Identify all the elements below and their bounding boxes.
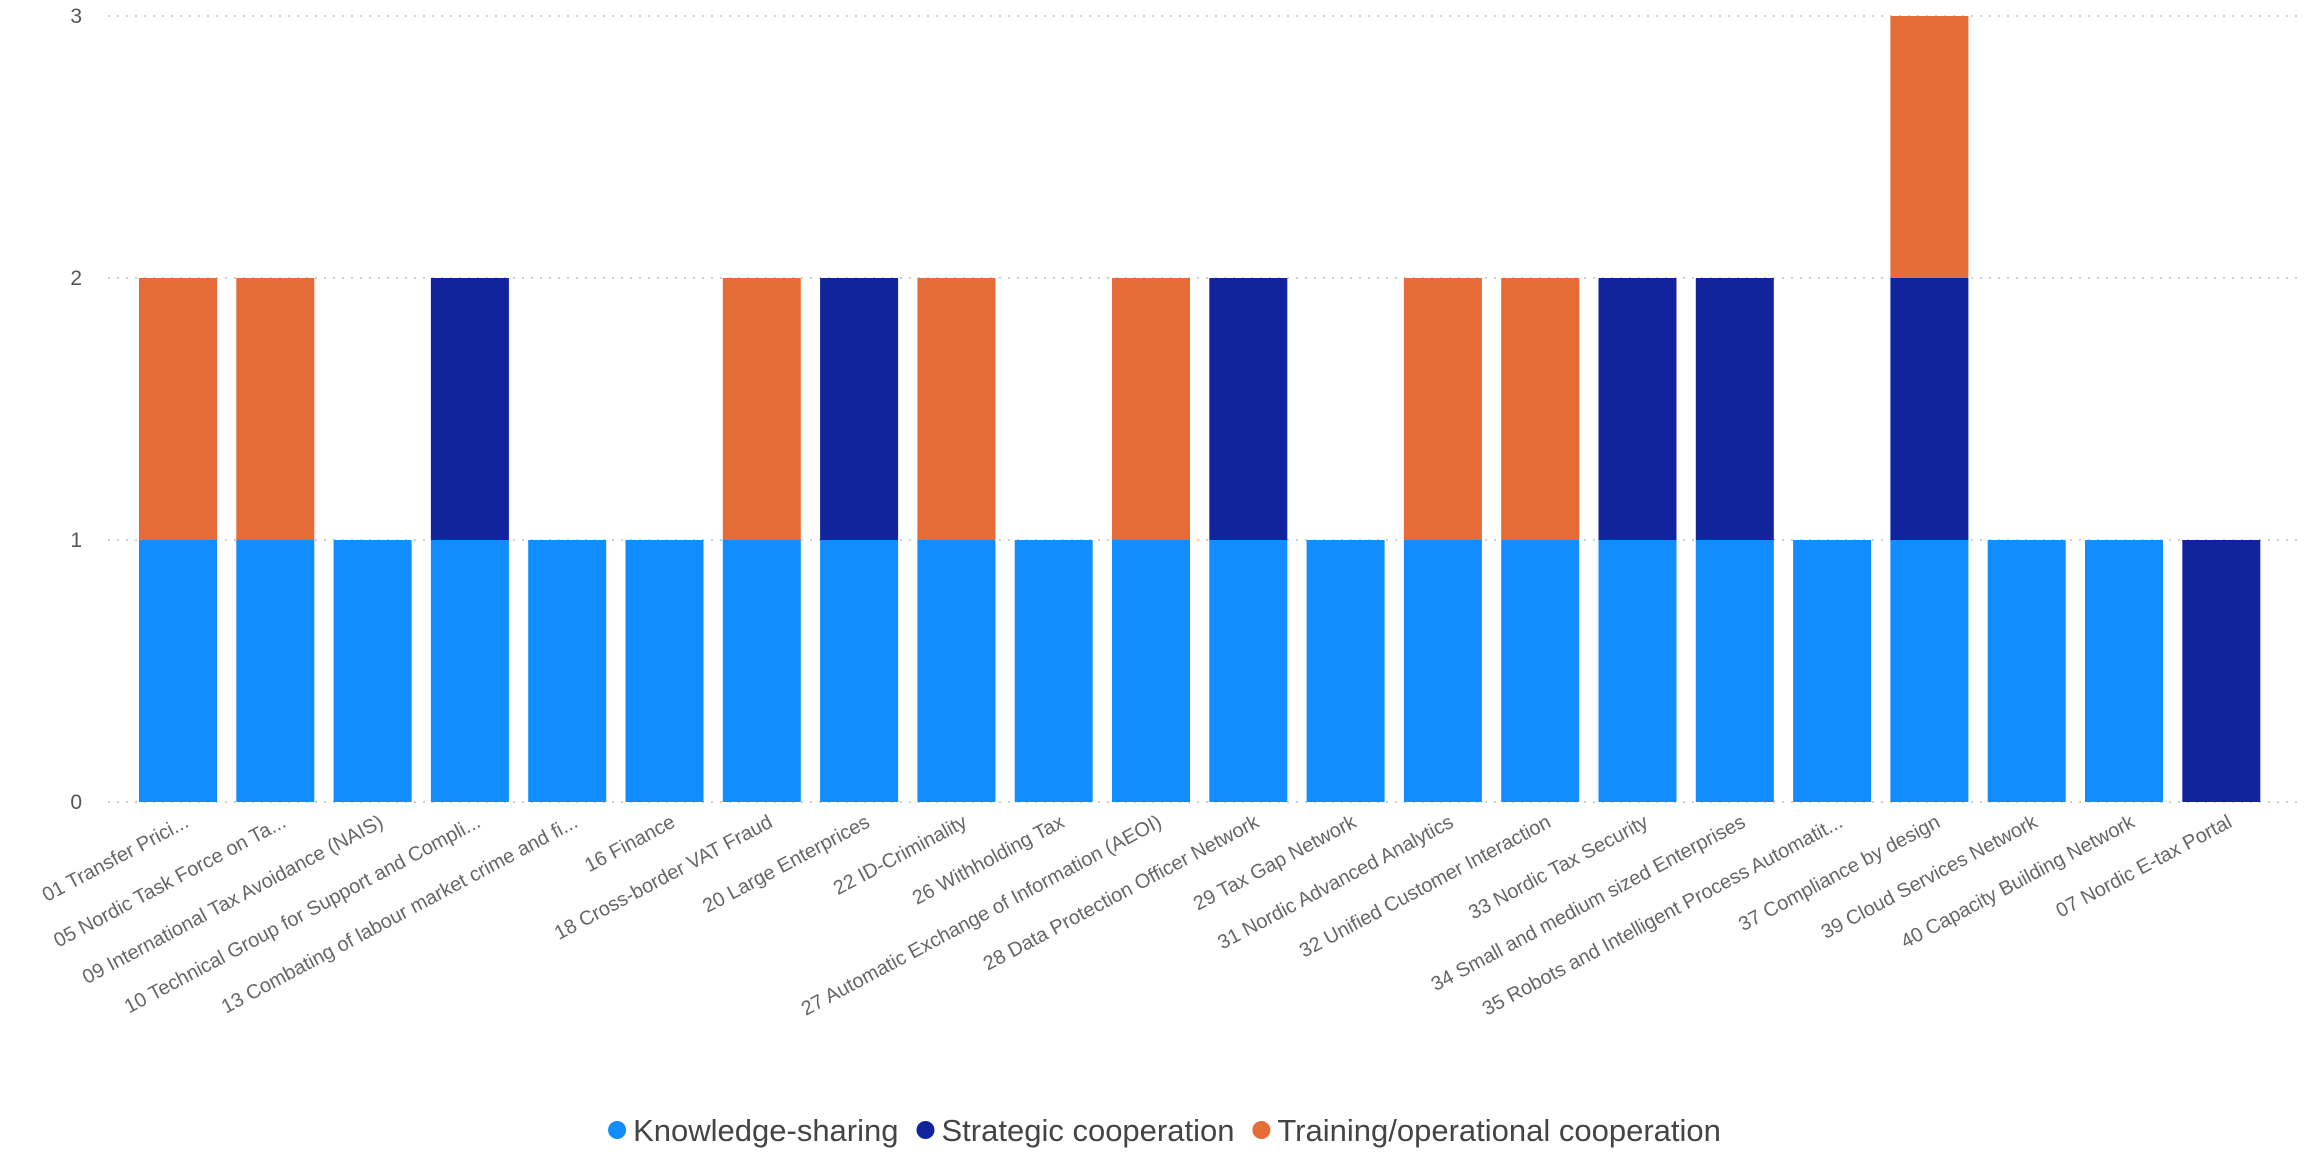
y-tick-label: 2	[70, 267, 82, 290]
bar-segment[interactable]	[1987, 540, 2066, 802]
bar-segment[interactable]	[1403, 278, 1482, 540]
bar-segment[interactable]	[236, 540, 315, 802]
x-tick-label: 20 Large Enterprices	[699, 811, 873, 918]
bar-segment[interactable]	[722, 278, 801, 540]
bar-segment[interactable]	[2182, 540, 2261, 802]
bar-segment[interactable]	[1306, 540, 1385, 802]
legend-marker	[1252, 1121, 1271, 1139]
bar-segment[interactable]	[1890, 278, 1969, 540]
bars	[139, 16, 2261, 802]
y-tick-label: 1	[70, 529, 82, 552]
bar-segment[interactable]	[722, 540, 801, 802]
bar-segment[interactable]	[1793, 540, 1872, 802]
bar-segment[interactable]	[430, 278, 509, 540]
x-tick-label: 10 Technical Group for Support and Compl…	[121, 811, 484, 1018]
bar-segment[interactable]	[1112, 278, 1190, 540]
bar-segment[interactable]	[917, 540, 996, 802]
legend-marker	[608, 1121, 627, 1139]
x-axis-ticks: 01 Transfer Prici...05 Nordic Task Force…	[39, 811, 2236, 1021]
bar-segment[interactable]	[236, 278, 315, 540]
legend-label: Strategic cooperation	[942, 1113, 1235, 1148]
bar-segment[interactable]	[139, 278, 217, 540]
y-axis-ticks: 0 1 2 3	[70, 5, 82, 814]
bar-segment[interactable]	[333, 540, 412, 802]
x-tick-label: 35 Robots and Intelligent Process Automa…	[1479, 811, 1847, 1020]
bar-segment[interactable]	[1890, 540, 1969, 802]
bar-segment[interactable]	[139, 540, 217, 802]
bar-segment[interactable]	[1598, 540, 1677, 802]
bar-segment[interactable]	[1014, 540, 1093, 802]
legend-item[interactable]: Knowledge-sharing	[608, 1113, 899, 1148]
x-tick-label: 27 Automatic Exchange of Information (AE…	[798, 811, 1166, 1020]
y-tick-label: 0	[70, 791, 82, 814]
bar-segment[interactable]	[1209, 278, 1288, 540]
y-tick-label: 3	[70, 5, 82, 28]
legend-item[interactable]: Strategic cooperation	[916, 1113, 1235, 1148]
x-tick-label: 07 Nordic E-tax Portal	[2053, 811, 2236, 922]
bar-segment[interactable]	[1695, 278, 1774, 540]
legend-marker	[916, 1121, 935, 1139]
bar-segment[interactable]	[917, 278, 996, 540]
bar-segment[interactable]	[1501, 540, 1580, 802]
bar-segment[interactable]	[820, 540, 899, 802]
legend-item[interactable]: Training/operational cooperation	[1252, 1113, 1721, 1148]
bar-segment[interactable]	[1890, 16, 1969, 278]
bar-segment[interactable]	[430, 540, 509, 802]
legend: Knowledge-sharing Strategic cooperation Tr…	[608, 1113, 1721, 1148]
bar-segment[interactable]	[2085, 540, 2163, 802]
bar-segment[interactable]	[820, 278, 899, 540]
bar-segment[interactable]	[1112, 540, 1190, 802]
legend-label: Knowledge-sharing	[633, 1113, 898, 1148]
legend-label: Training/operational cooperation	[1277, 1113, 1720, 1148]
bar-segment[interactable]	[1598, 278, 1677, 540]
bar-segment[interactable]	[1209, 540, 1288, 802]
x-tick-label: 13 Combating of labour market crime and …	[218, 811, 582, 1018]
x-tick-label: 29 Tax Gap Network	[1190, 811, 1361, 916]
bar-segment[interactable]	[1403, 540, 1482, 802]
bar-segment[interactable]	[528, 540, 607, 802]
bar-segment[interactable]	[1695, 540, 1774, 802]
bar-segment[interactable]	[625, 540, 704, 802]
bar-segment[interactable]	[1501, 278, 1580, 540]
